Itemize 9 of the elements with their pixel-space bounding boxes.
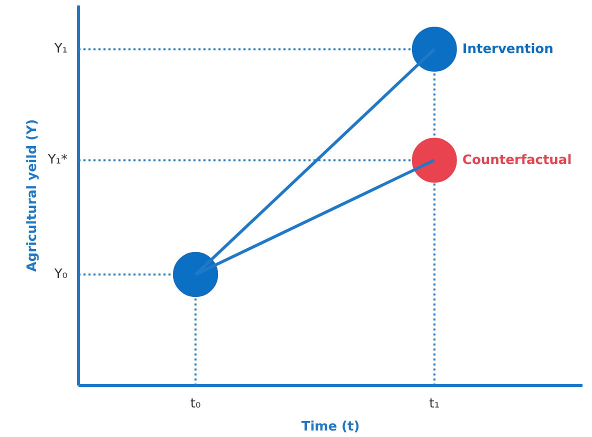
ref-line-label: Y₀ — [53, 267, 68, 282]
x-axis-title: Time (t) — [301, 420, 360, 434]
ref-line-label: Y₁ — [53, 42, 68, 57]
series-label: Counterfactual — [462, 153, 572, 168]
series-label: Intervention — [462, 42, 554, 58]
x-tick-label: t₀ — [190, 396, 201, 412]
x-tick-label: t₁ — [429, 396, 440, 412]
y-axis-title: Agricultural yeild (Y) — [24, 119, 40, 272]
ref-line-label: Y₁* — [46, 152, 68, 168]
